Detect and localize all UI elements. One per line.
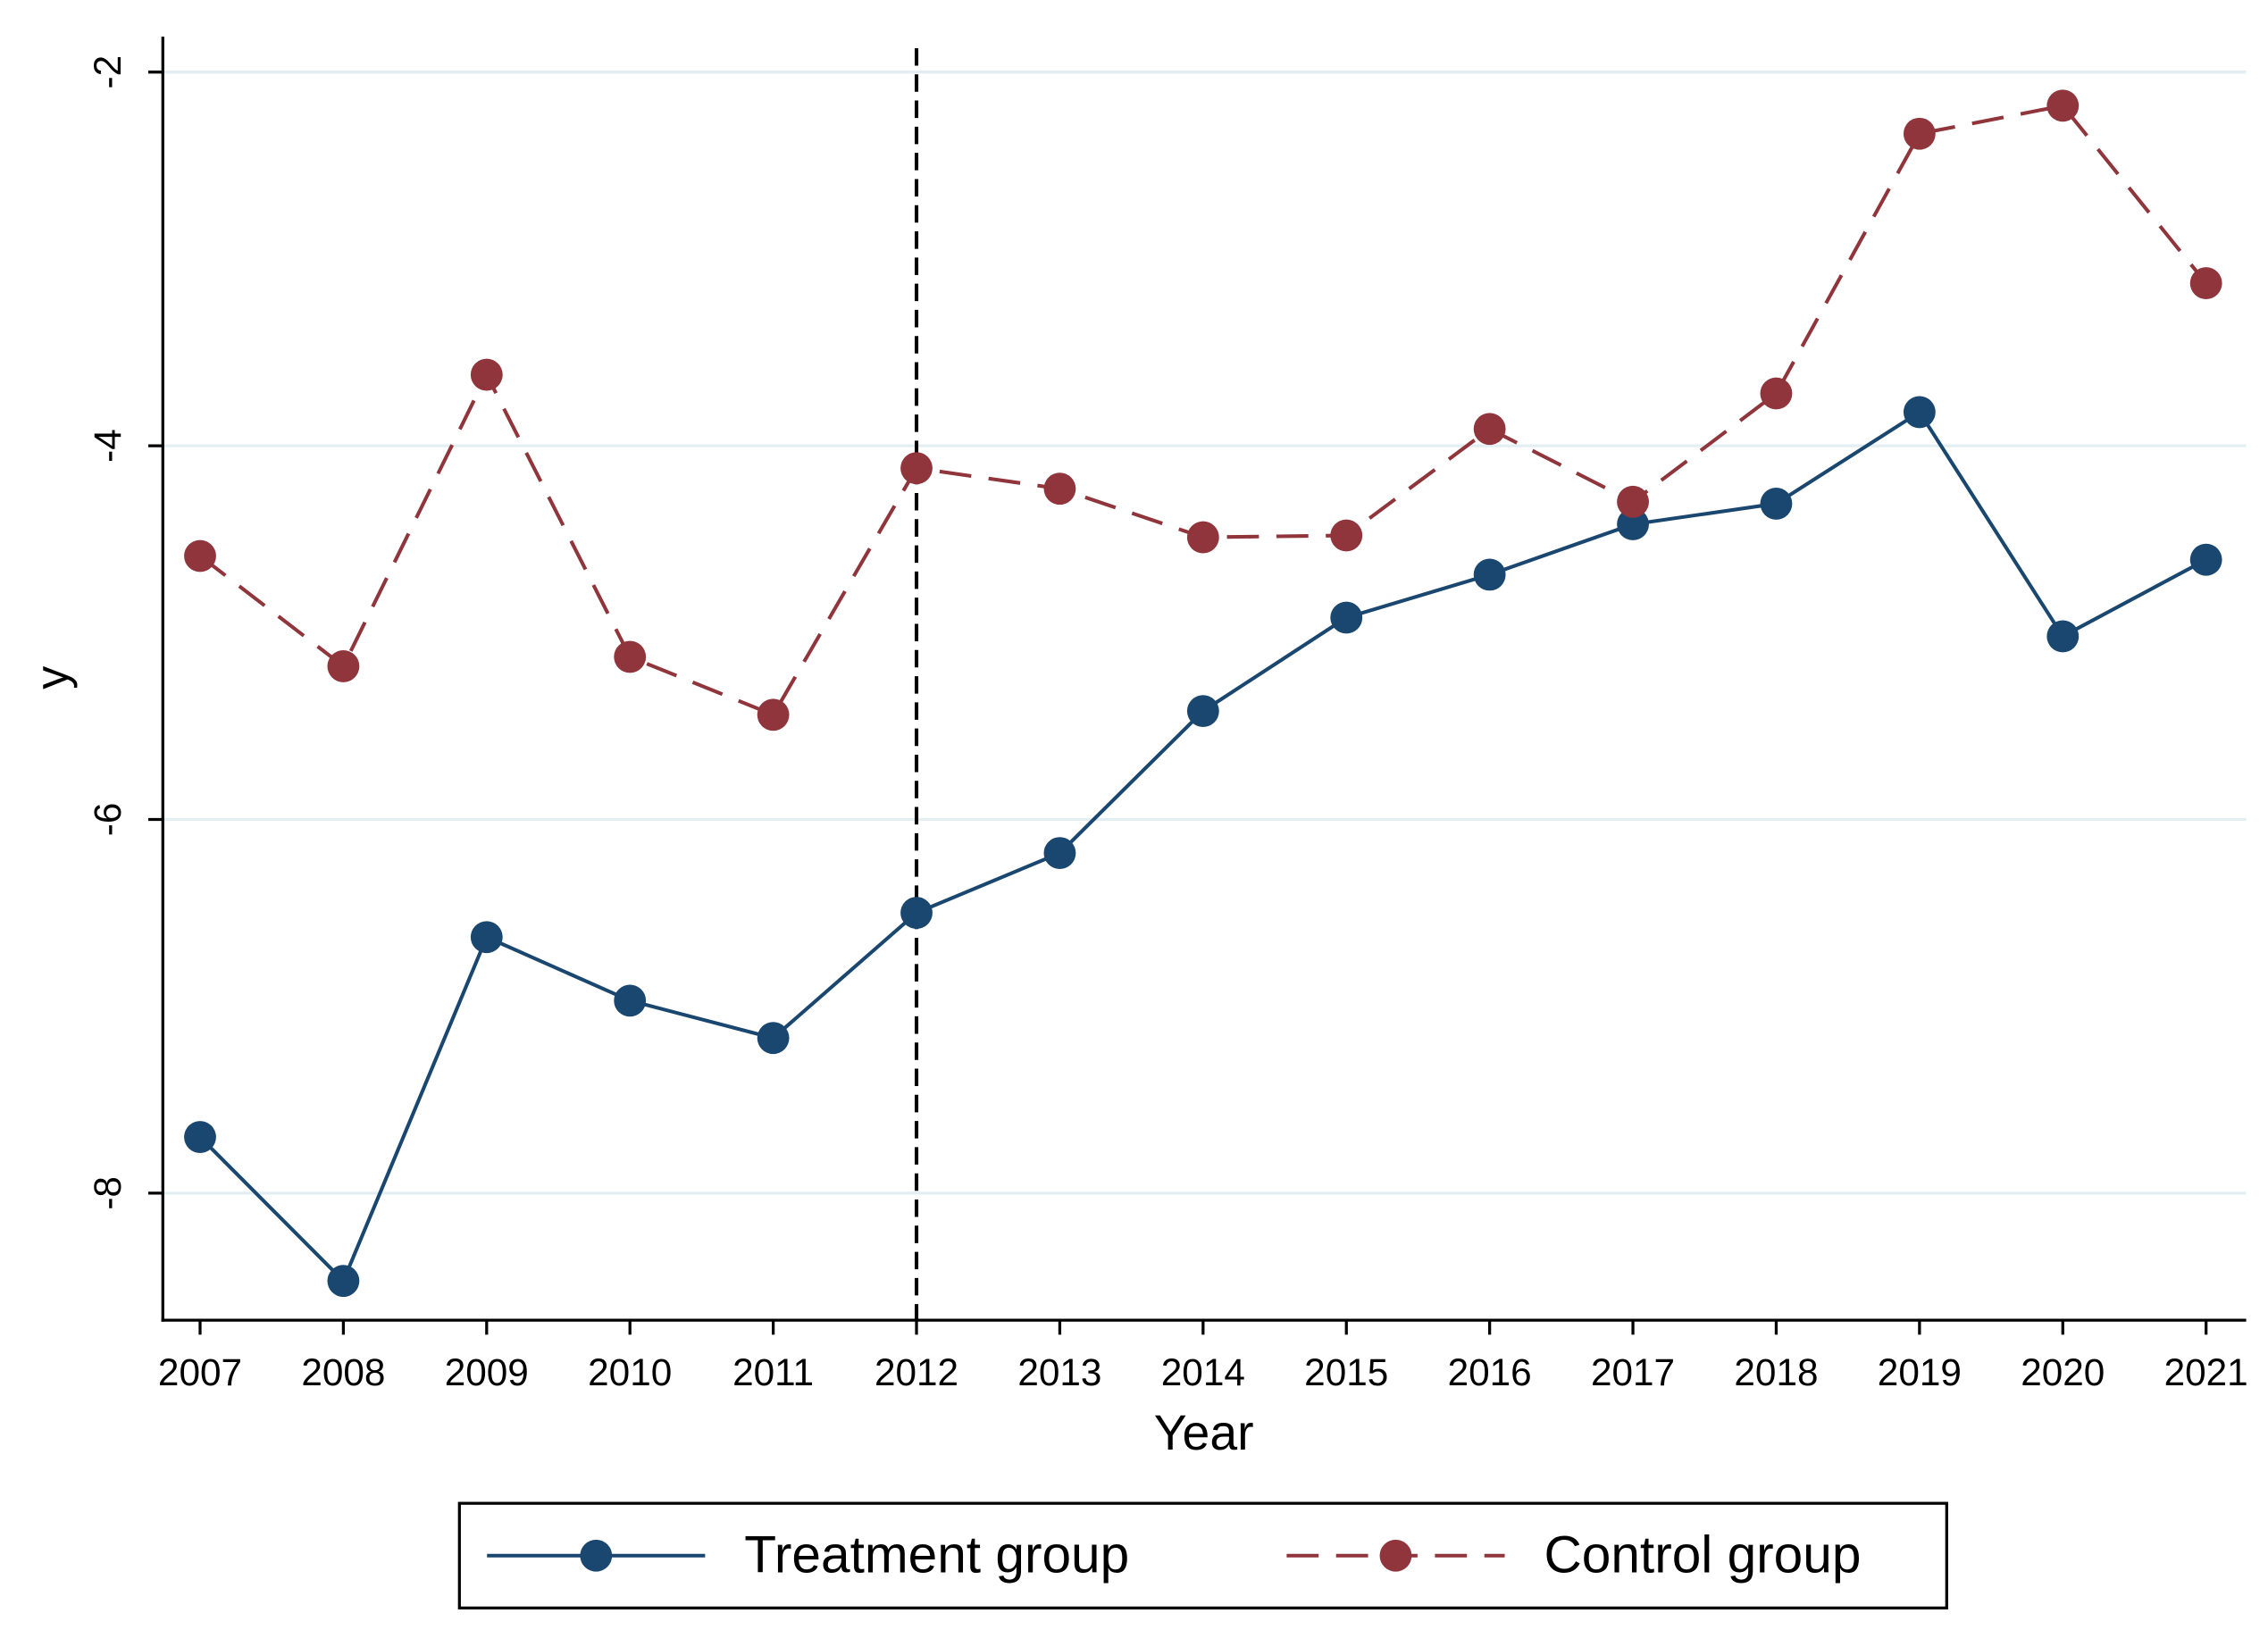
- x-tick-label: 2019: [1878, 1351, 1962, 1393]
- legend-marker: [1379, 1539, 1412, 1572]
- x-tick-label: 2010: [588, 1351, 672, 1393]
- x-tick-label: 2012: [875, 1351, 958, 1393]
- x-tick-label: 2015: [1304, 1351, 1388, 1393]
- y-tick-label: -2: [87, 55, 129, 89]
- y-tick-label: -8: [87, 1176, 129, 1210]
- x-tick-label: 2018: [1734, 1351, 1818, 1393]
- y-tick-label: -6: [87, 803, 129, 837]
- series-marker: [327, 1265, 360, 1298]
- series-marker: [327, 650, 360, 682]
- legend-box: [457, 1501, 1948, 1609]
- x-tick-label: 2007: [158, 1351, 242, 1393]
- x-tick-label: 2008: [301, 1351, 385, 1393]
- x-tick-label: 2020: [2021, 1351, 2105, 1393]
- series-marker: [1330, 601, 1363, 634]
- y-tick-label: -4: [87, 429, 129, 463]
- series-marker: [1617, 485, 1649, 518]
- legend-label: Control group: [1544, 1526, 1861, 1584]
- x-tick-label: 2021: [2164, 1351, 2248, 1393]
- series-marker: [900, 452, 933, 485]
- series-marker: [614, 640, 647, 673]
- series-marker: [1760, 488, 1793, 520]
- legend-marker: [580, 1539, 613, 1572]
- series-marker: [1330, 519, 1363, 552]
- x-tick-label: 2016: [1448, 1351, 1532, 1393]
- x-tick-label: 2009: [445, 1351, 529, 1393]
- series-marker: [614, 984, 647, 1017]
- series-marker: [757, 1022, 790, 1055]
- series-marker: [1760, 377, 1793, 410]
- series-marker: [1903, 117, 1936, 150]
- series-marker: [1043, 837, 1076, 870]
- series-marker: [1473, 413, 1506, 446]
- series-marker: [1043, 472, 1076, 506]
- series-marker: [1903, 396, 1936, 429]
- y-axis-title: y: [27, 666, 79, 690]
- series-marker: [1186, 521, 1219, 554]
- series-marker: [2046, 620, 2080, 653]
- series-marker: [470, 921, 503, 954]
- series-marker: [900, 897, 933, 929]
- x-tick-label: 2014: [1161, 1351, 1245, 1393]
- series-marker: [2189, 543, 2222, 576]
- x-axis-title: Year: [1154, 1405, 1254, 1460]
- series-marker: [1617, 508, 1649, 540]
- series-marker: [2189, 267, 2222, 299]
- series-marker: [1473, 558, 1506, 591]
- x-tick-label: 2011: [732, 1351, 814, 1393]
- series-marker: [1186, 695, 1219, 728]
- legend-label: Treatment group: [744, 1526, 1129, 1584]
- series-marker: [470, 358, 503, 391]
- series-marker: [184, 539, 216, 573]
- series-marker: [757, 698, 790, 731]
- x-tick-label: 2017: [1591, 1351, 1675, 1393]
- series-marker: [184, 1121, 216, 1153]
- x-tick-label: 2013: [1017, 1351, 1101, 1393]
- series-marker: [2046, 89, 2080, 122]
